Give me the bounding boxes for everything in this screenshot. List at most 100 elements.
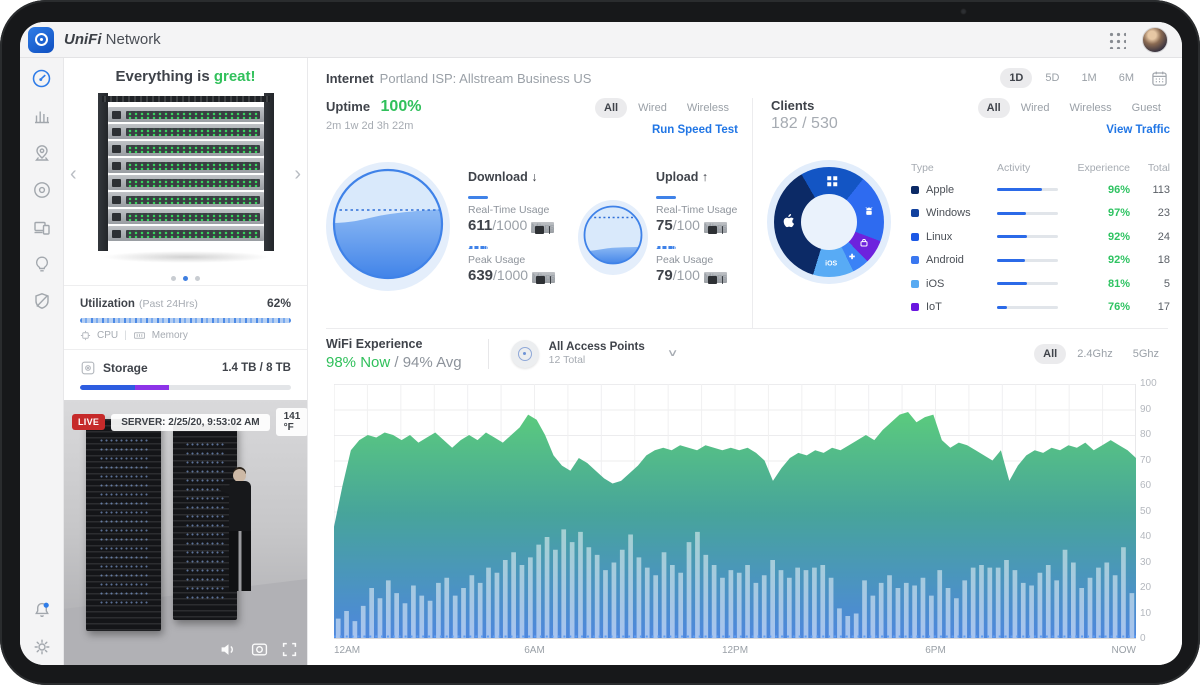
sidebar-item-devices[interactable]	[32, 180, 52, 200]
camera-feed[interactable]: LIVE SERVER: 2/25/20, 9:53:02 AM 141 °F	[64, 400, 307, 665]
client-row[interactable]: Linux 92% 24	[911, 225, 1170, 249]
storage-drive-icon	[81, 361, 95, 375]
wifi-now-value: 98% Now	[326, 353, 391, 371]
tab-6m[interactable]: 6M	[1118, 72, 1134, 84]
upload-realtime-value: 75	[656, 217, 673, 234]
main-content: Internet Portland ISP: Allstream Busines…	[308, 58, 1182, 665]
realtime-swatch-upload	[656, 196, 676, 199]
tab-2-4ghz[interactable]: 2.4Ghz	[1077, 347, 1113, 360]
user-avatar[interactable]	[1142, 26, 1168, 53]
client-row[interactable]: IoT 76% 17	[911, 296, 1170, 320]
status-headline: Everything is great!	[64, 58, 307, 89]
carousel-prev-arrow[interactable]: ‹	[70, 163, 77, 185]
tab-guest[interactable]: Guest	[1131, 102, 1161, 114]
total-value: 24	[1157, 230, 1170, 243]
gear-icon	[34, 639, 49, 655]
status-panel: Everything is great! ‹ ›	[64, 58, 308, 665]
upload-unit2: Mbps	[703, 272, 728, 283]
upload-arrow-icon: ↑	[701, 170, 709, 184]
rack-unit	[108, 192, 264, 207]
tab-all[interactable]: All	[977, 98, 1010, 118]
type-color-dot	[911, 256, 919, 265]
donut-hole	[801, 194, 857, 250]
tab-1d[interactable]: 1D	[1000, 68, 1033, 88]
tablet-camera-dot	[960, 8, 967, 15]
download-peak-total: /1000	[493, 267, 529, 283]
speaker-icon[interactable]	[220, 642, 237, 657]
access-point-selector[interactable]: All Access Points 12 Total ∨	[510, 339, 678, 368]
tab-wired[interactable]: Wired	[638, 102, 667, 114]
headline-prefix: Everything is	[115, 68, 210, 85]
windows-icon	[827, 176, 838, 187]
wifi-experience-chart: 0 10 20 30 40 50 60 70 80 90 100 12AM 6AM 12PM 6PM NOW	[326, 378, 1176, 665]
carousel-dot[interactable]	[171, 276, 176, 281]
client-row[interactable]: iOS 81% 5	[911, 272, 1170, 296]
tab-1m[interactable]: 1M	[1081, 72, 1097, 84]
clients-count: 182	[771, 115, 798, 132]
sidebar-item-settings[interactable]	[32, 637, 52, 657]
download-unit: Mbps	[531, 222, 555, 233]
rack-unit	[108, 209, 264, 224]
x-tick-label: 6PM	[925, 645, 946, 656]
carousel-dot[interactable]	[195, 276, 200, 281]
type-color-dot	[911, 279, 919, 288]
carousel-next-arrow[interactable]: ›	[294, 163, 301, 185]
clients-table-header: Type Activity Experience Total	[911, 162, 1170, 174]
chart-y-axis: 0 10 20 30 40 50 60 70 80 90 100	[1140, 378, 1170, 644]
tab-wireless[interactable]: Wireless	[686, 102, 729, 114]
storage-label: Storage	[103, 361, 148, 375]
utilization-section: Utilization (Past 24Hrs) 62% CPU | Memor…	[64, 285, 307, 349]
y-tick-label: 100	[1140, 378, 1157, 389]
upload-legend: Upload ↑ Real-Time Usage 75/100 Mbps Pea…	[656, 170, 786, 284]
server-rack-illustration	[92, 93, 280, 263]
map-pin-icon	[34, 145, 49, 161]
rack-unit	[108, 158, 264, 173]
activity-bar	[997, 211, 1058, 215]
tab-5ghz[interactable]: 5Ghz	[1132, 347, 1159, 360]
client-row[interactable]: Windows 97% 23	[911, 202, 1170, 226]
sidebar-item-insights[interactable]	[32, 254, 52, 274]
total-value: 113	[1152, 183, 1170, 196]
clients-table: Type Activity Experience Total Apple 96% 113 Wi…	[911, 158, 1170, 319]
gauge-icon	[32, 69, 51, 88]
storage-bar	[80, 385, 291, 390]
unifi-logo-icon[interactable]	[28, 26, 54, 53]
apps-grid-icon[interactable]	[1107, 30, 1126, 49]
tab-all[interactable]: All	[1034, 343, 1067, 364]
sidebar-item-notifications[interactable]	[32, 600, 52, 620]
sidebar-item-map[interactable]	[32, 143, 52, 163]
snapshot-camera-icon[interactable]	[251, 642, 268, 657]
tab-wired[interactable]: Wired	[1020, 102, 1050, 114]
type-color-dot	[911, 185, 919, 194]
sidebar-item-statistics[interactable]	[32, 106, 52, 126]
notification-dot	[43, 602, 49, 608]
utilization-value: 62%	[266, 296, 291, 310]
run-speed-test-link[interactable]: Run Speed Test	[651, 124, 738, 136]
fullscreen-icon[interactable]	[282, 642, 297, 657]
client-row[interactable]: Apple 96% 113	[911, 178, 1170, 202]
x-tick-label: NOW	[1111, 645, 1136, 656]
sidebar-item-dashboard[interactable]	[31, 68, 52, 89]
memory-icon	[133, 332, 145, 339]
sidebar-item-security[interactable]	[32, 291, 52, 311]
client-row[interactable]: Android 92% 18	[911, 249, 1170, 273]
y-tick-label: 90	[1140, 403, 1152, 415]
carousel-dots[interactable]	[64, 276, 307, 281]
tab-wireless[interactable]: Wireless	[1069, 102, 1112, 114]
clients-section: Clients 182 / 530 All Wired Wireless Guest …	[752, 98, 1170, 328]
x-tick-label: 6AM	[524, 645, 545, 656]
view-traffic-link[interactable]: View Traffic	[1106, 124, 1170, 136]
app-title: UniFi Network	[64, 31, 161, 48]
total-value: 17	[1157, 301, 1170, 314]
ap-selector-label: All Access Points	[548, 341, 645, 353]
y-tick-label: 30	[1140, 556, 1152, 568]
sidebar-item-clients[interactable]	[32, 217, 52, 237]
tab-5d[interactable]: 5D	[1045, 72, 1060, 84]
carousel-dot[interactable]	[183, 276, 188, 281]
tab-all[interactable]: All	[595, 98, 628, 118]
calendar-icon[interactable]	[1151, 70, 1168, 87]
app-screen: UniFi Network	[20, 22, 1182, 665]
ios-label: iOS	[825, 260, 838, 268]
peak-swatch	[468, 246, 488, 249]
